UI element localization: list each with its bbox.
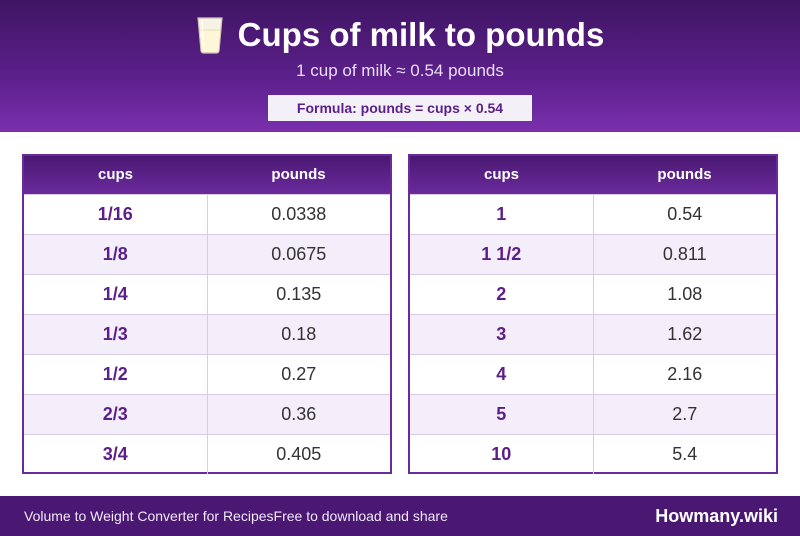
table-row: 1 1/2 0.811 [410, 234, 776, 274]
footer-bar: Volume to Weight Converter for RecipesFr… [0, 496, 800, 536]
table-row: 4 2.16 [410, 354, 776, 394]
pounds-cell: 0.54 [667, 204, 703, 224]
header-banner: Cups of milk to pounds 1 cup of milk ≈ 0… [0, 0, 800, 132]
cups-cell: 1 1/2 [410, 235, 594, 274]
pounds-cell: 1.08 [667, 284, 703, 304]
footer-share-text: Free to download and share [273, 508, 448, 524]
pounds-cell: 0.0338 [271, 204, 327, 224]
pounds-cell: 0.18 [281, 324, 317, 344]
cups-cell: 10 [410, 435, 594, 474]
footer-converter-text: Volume to Weight Converter for Recipes [24, 508, 274, 524]
title-row: Cups of milk to pounds [0, 14, 800, 56]
table-row: 1/2 0.27 [24, 354, 390, 394]
milk-glass-icon [197, 17, 223, 54]
table-row: 1/3 0.18 [24, 314, 390, 354]
pounds-cell: 0.0675 [271, 244, 327, 264]
formula-badge: Formula: pounds = cups × 0.54 [268, 95, 532, 121]
table-row: 2 1.08 [410, 274, 776, 314]
table-row: 3/4 0.405 [24, 434, 390, 474]
brand-logo-text[interactable]: Howmany.wiki [655, 506, 778, 526]
table-header: cups pounds [410, 156, 776, 194]
pounds-cell: 5.4 [672, 444, 698, 464]
pounds-cell: 0.36 [281, 404, 317, 424]
table-row: 1/8 0.0675 [24, 234, 390, 274]
conversion-table-large: cups pounds 1 0.54 1 1/2 0.811 2 1.08 3 … [408, 154, 778, 474]
cups-cell: 3/4 [24, 435, 208, 474]
column-header-pounds: pounds [657, 166, 712, 183]
pounds-cell: 0.27 [281, 364, 317, 384]
table-row: 10 5.4 [410, 434, 776, 474]
page-title: Cups of milk to pounds [237, 16, 605, 53]
column-header-cups: cups [97, 166, 133, 183]
table-row: 1/4 0.135 [24, 274, 390, 314]
table-row: 3 1.62 [410, 314, 776, 354]
pounds-cell: 0.135 [276, 284, 322, 304]
pounds-cell: 2.16 [667, 364, 703, 384]
pounds-cell: 0.405 [276, 444, 322, 464]
column-header-pounds: pounds [271, 166, 326, 183]
cups-cell: 1/16 [24, 195, 208, 234]
cups-cell: 2/3 [24, 395, 208, 434]
table-row: 5 2.7 [410, 394, 776, 434]
pounds-cell: 0.811 [662, 244, 707, 264]
cups-cell: 1/3 [24, 315, 208, 354]
pounds-cell: 1.62 [667, 324, 703, 344]
cups-cell: 4 [410, 355, 594, 394]
page-subtitle: 1 cup of milk ≈ 0.54 pounds [296, 61, 504, 80]
cups-cell: 2 [410, 275, 594, 314]
cups-cell: 1 [410, 195, 594, 234]
table-row: 1/16 0.0338 [24, 194, 390, 234]
cups-cell: 5 [410, 395, 594, 434]
footer-caption: Volume to Weight Converter for RecipesFr… [24, 496, 448, 536]
cups-cell: 1/8 [24, 235, 208, 274]
cups-cell: 1/4 [24, 275, 208, 314]
cups-cell: 3 [410, 315, 594, 354]
conversion-table-small: cups pounds 1/16 0.0338 1/8 0.0675 1/4 0… [22, 154, 392, 474]
table-row: 1 0.54 [410, 194, 776, 234]
pounds-cell: 2.7 [672, 404, 698, 424]
cups-cell: 1/2 [24, 355, 208, 394]
column-header-cups: cups [483, 166, 519, 183]
table-header: cups pounds [24, 156, 390, 194]
table-row: 2/3 0.36 [24, 394, 390, 434]
